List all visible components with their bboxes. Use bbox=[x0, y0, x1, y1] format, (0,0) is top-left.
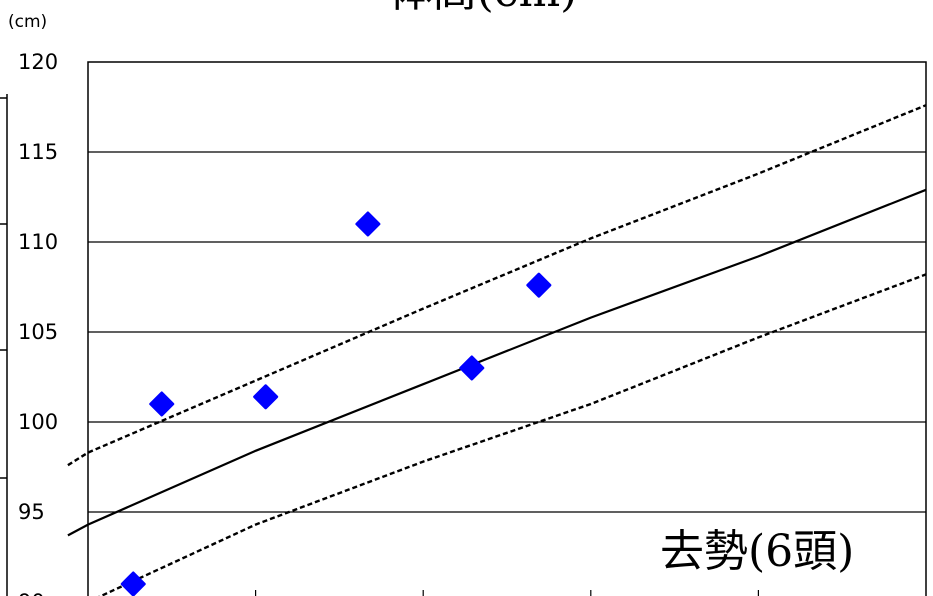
y-tick-label-95: 95 bbox=[18, 500, 45, 524]
data-points bbox=[120, 211, 552, 596]
y-unit-label: (cm) bbox=[8, 12, 47, 32]
solid-curve-0 bbox=[67, 188, 927, 537]
y-tick-label-90: 90 bbox=[18, 590, 45, 596]
gridlines bbox=[88, 151, 926, 513]
data-point-0 bbox=[120, 571, 146, 596]
data-point-1 bbox=[149, 391, 175, 417]
y-tick-label-105: 105 bbox=[18, 320, 58, 344]
adjacent-axis-fragment bbox=[0, 94, 8, 596]
data-point-3 bbox=[355, 211, 381, 237]
y-tick-label-115: 115 bbox=[18, 140, 58, 164]
chart-title: 体高(cm) bbox=[389, 0, 578, 17]
group-annotation: 去勢(6頭) bbox=[660, 526, 854, 577]
dashed-curve-2 bbox=[98, 273, 927, 596]
data-point-5 bbox=[526, 272, 552, 298]
reference-curves bbox=[67, 104, 927, 596]
x-axis-ticks bbox=[255, 590, 760, 596]
y-tick-label-100: 100 bbox=[18, 410, 58, 434]
dashed-curve-1 bbox=[67, 104, 927, 467]
y-tick-label-110: 110 bbox=[18, 230, 58, 254]
y-axis-tick-labels: 120 115 110 105 100 95 90 bbox=[18, 50, 58, 596]
y-tick-label-120: 120 bbox=[18, 50, 58, 74]
data-point-2 bbox=[253, 384, 279, 410]
plot-frame bbox=[87, 61, 927, 596]
data-point-4 bbox=[459, 355, 485, 381]
